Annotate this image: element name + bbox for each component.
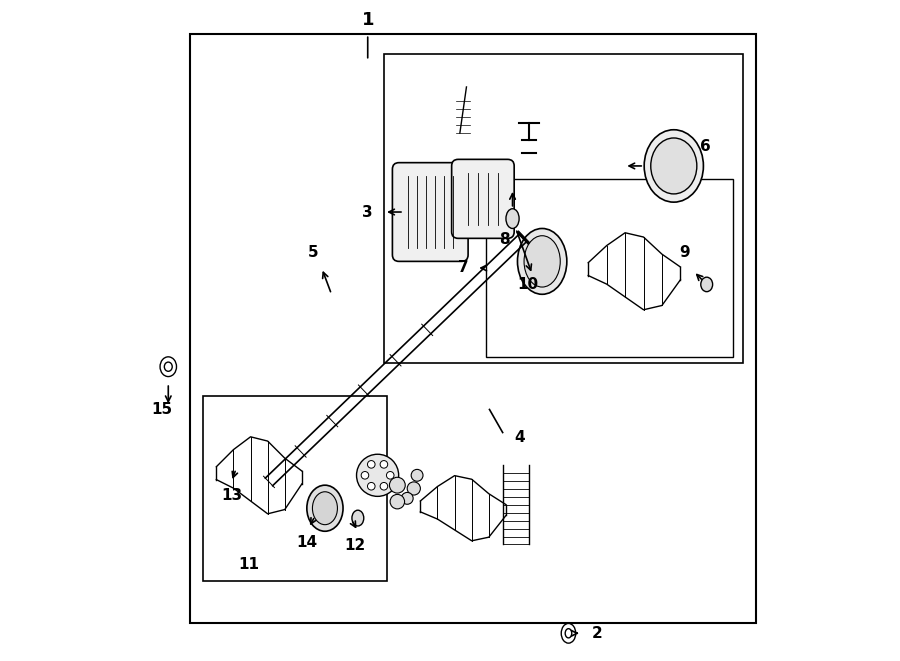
Text: 11: 11 <box>238 557 260 572</box>
Circle shape <box>401 492 413 504</box>
Circle shape <box>411 469 423 481</box>
FancyBboxPatch shape <box>452 159 514 239</box>
Circle shape <box>356 454 399 496</box>
Text: 4: 4 <box>515 430 525 445</box>
Circle shape <box>390 494 405 509</box>
Circle shape <box>367 461 375 468</box>
Text: 5: 5 <box>308 245 319 260</box>
Circle shape <box>380 461 388 468</box>
Text: 8: 8 <box>499 232 509 247</box>
Ellipse shape <box>651 138 697 194</box>
Bar <box>384 54 742 364</box>
Ellipse shape <box>506 209 519 229</box>
Circle shape <box>367 483 375 490</box>
Circle shape <box>380 483 388 490</box>
Text: 2: 2 <box>591 626 602 641</box>
FancyBboxPatch shape <box>392 163 468 261</box>
Ellipse shape <box>352 510 364 526</box>
Text: 13: 13 <box>220 488 242 504</box>
Ellipse shape <box>312 492 338 525</box>
Text: 14: 14 <box>296 535 317 549</box>
Bar <box>190 34 756 623</box>
Ellipse shape <box>307 485 343 531</box>
Circle shape <box>386 471 394 479</box>
Text: 10: 10 <box>518 277 538 292</box>
Text: 1: 1 <box>362 11 374 29</box>
Text: 9: 9 <box>680 245 689 260</box>
Text: 3: 3 <box>363 204 373 219</box>
Bar <box>203 397 388 580</box>
Bar <box>486 179 733 357</box>
Ellipse shape <box>518 229 567 294</box>
Ellipse shape <box>165 362 172 371</box>
Ellipse shape <box>524 236 561 287</box>
Ellipse shape <box>565 629 572 638</box>
Text: 12: 12 <box>344 538 365 553</box>
Ellipse shape <box>644 130 704 202</box>
Circle shape <box>361 471 369 479</box>
Ellipse shape <box>701 277 713 292</box>
Text: 15: 15 <box>152 402 173 417</box>
Circle shape <box>390 477 405 493</box>
Circle shape <box>407 482 420 495</box>
Text: 6: 6 <box>700 139 711 154</box>
Text: 7: 7 <box>458 260 468 276</box>
